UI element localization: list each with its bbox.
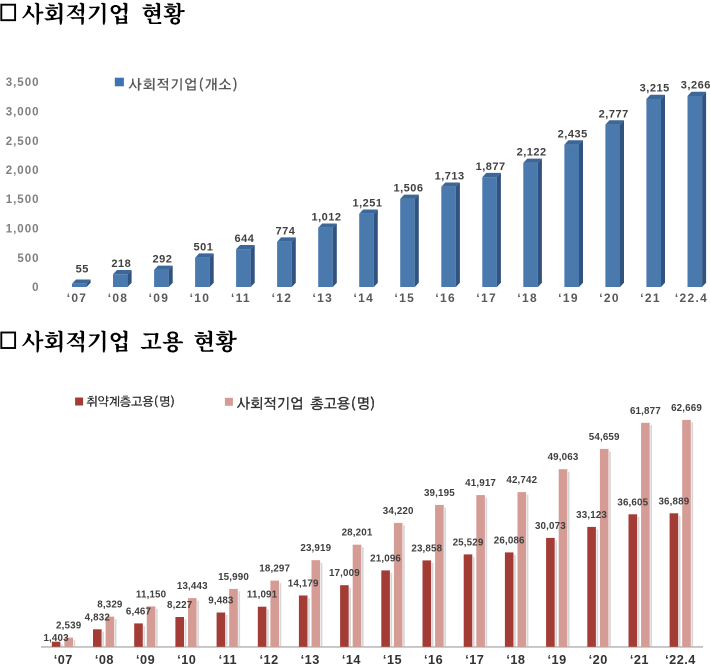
svg-text:23,919: 23,919	[300, 543, 331, 554]
svg-text:‘16: ‘16	[424, 653, 443, 667]
svg-text:‘09: ‘09	[136, 653, 155, 667]
svg-text:2,500: 2,500	[6, 136, 40, 148]
svg-text:‘18: ‘18	[506, 653, 525, 667]
svg-text:644: 644	[234, 233, 254, 245]
svg-text:15,990: 15,990	[218, 572, 249, 583]
svg-text:‘14: ‘14	[354, 291, 375, 305]
svg-text:‘21: ‘21	[640, 291, 661, 305]
svg-text:2,539: 2,539	[56, 621, 82, 632]
svg-text:‘20: ‘20	[599, 291, 620, 305]
svg-text:3,000: 3,000	[6, 107, 40, 119]
svg-text:1,012: 1,012	[311, 212, 341, 224]
svg-text:‘20: ‘20	[589, 653, 608, 667]
svg-text:2,000: 2,000	[6, 165, 40, 177]
svg-text:11,091: 11,091	[247, 590, 278, 601]
svg-text:‘07: ‘07	[54, 653, 73, 667]
svg-text:49,063: 49,063	[548, 452, 579, 463]
svg-text:‘13: ‘13	[313, 291, 334, 305]
svg-text:‘13: ‘13	[301, 653, 320, 667]
svg-text:11,150: 11,150	[136, 589, 167, 600]
svg-text:61,877: 61,877	[630, 406, 661, 417]
svg-text:‘14: ‘14	[342, 653, 361, 667]
svg-text:6,467: 6,467	[126, 606, 152, 617]
svg-text:‘11: ‘11	[231, 291, 251, 305]
svg-text:25,529: 25,529	[453, 537, 484, 548]
svg-text:‘19: ‘19	[558, 291, 579, 305]
svg-text:3,500: 3,500	[6, 77, 40, 89]
svg-text:‘19: ‘19	[548, 653, 567, 667]
svg-text:21,096: 21,096	[370, 553, 401, 564]
svg-text:‘16: ‘16	[435, 291, 456, 305]
svg-text:1,506: 1,506	[393, 183, 423, 195]
svg-text:1,251: 1,251	[352, 198, 382, 210]
svg-text:‘17: ‘17	[465, 653, 484, 667]
svg-text:34,220: 34,220	[383, 506, 414, 517]
svg-text:‘18: ‘18	[517, 291, 538, 305]
svg-text:1,000: 1,000	[6, 224, 40, 236]
svg-text:0: 0	[32, 282, 39, 294]
svg-text:‘12: ‘12	[260, 653, 279, 667]
svg-text:23,858: 23,858	[411, 543, 442, 554]
svg-text:39,195: 39,195	[424, 488, 455, 499]
svg-text:‘11: ‘11	[219, 653, 237, 667]
svg-text:62,669: 62,669	[671, 403, 702, 414]
svg-text:‘09: ‘09	[149, 291, 170, 305]
svg-text:55: 55	[76, 263, 89, 275]
svg-text:‘21: ‘21	[630, 653, 649, 667]
svg-text:1,500: 1,500	[6, 194, 40, 206]
svg-text:33,123: 33,123	[576, 510, 607, 521]
svg-text:1,713: 1,713	[435, 171, 465, 183]
svg-text:28,201: 28,201	[342, 528, 373, 539]
svg-text:30,073: 30,073	[535, 521, 566, 532]
svg-text:‘15: ‘15	[395, 291, 416, 305]
svg-text:9,483: 9,483	[208, 596, 234, 607]
svg-text:3,266: 3,266	[681, 80, 710, 92]
svg-text:‘12: ‘12	[272, 291, 293, 305]
svg-text:42,742: 42,742	[506, 475, 537, 486]
svg-text:‘07: ‘07	[67, 291, 88, 305]
svg-text:3,215: 3,215	[640, 83, 670, 95]
svg-text:17,009: 17,009	[329, 568, 360, 579]
svg-text:1,877: 1,877	[476, 161, 506, 173]
svg-text:‘08: ‘08	[108, 291, 129, 305]
svg-text:41,917: 41,917	[465, 478, 496, 489]
svg-text:2,777: 2,777	[599, 108, 629, 120]
svg-text:8,329: 8,329	[97, 600, 123, 611]
svg-text:36,605: 36,605	[617, 497, 648, 508]
svg-text:54,659: 54,659	[589, 432, 620, 443]
svg-text:14,179: 14,179	[288, 579, 319, 590]
svg-text:36,889: 36,889	[658, 496, 689, 507]
svg-text:13,443: 13,443	[177, 581, 208, 592]
svg-text:‘08: ‘08	[95, 653, 114, 667]
svg-text:‘22.4: ‘22.4	[675, 291, 708, 305]
svg-text:218: 218	[111, 258, 131, 270]
svg-text:292: 292	[152, 254, 172, 266]
svg-text:18,297: 18,297	[259, 564, 290, 575]
svg-text:‘10: ‘10	[190, 291, 211, 305]
svg-text:‘17: ‘17	[476, 291, 497, 305]
svg-text:8,227: 8,227	[167, 600, 193, 611]
svg-text:‘10: ‘10	[177, 653, 196, 667]
svg-text:501: 501	[193, 241, 213, 253]
svg-text:500: 500	[17, 253, 39, 265]
svg-text:4,832: 4,832	[85, 612, 111, 623]
svg-text:2,435: 2,435	[558, 128, 588, 140]
svg-text:‘22.4: ‘22.4	[665, 653, 696, 667]
svg-text:26,086: 26,086	[494, 535, 525, 546]
svg-text:2,122: 2,122	[517, 147, 547, 159]
svg-text:774: 774	[275, 225, 295, 237]
svg-text:1,403: 1,403	[43, 633, 69, 644]
svg-text:‘15: ‘15	[383, 653, 402, 667]
